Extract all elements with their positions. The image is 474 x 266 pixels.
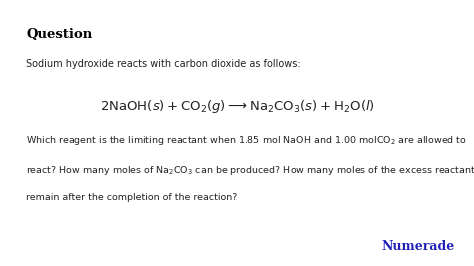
Text: remain after the completion of the reaction?: remain after the completion of the react… (26, 193, 237, 202)
Text: Which reagent is the limiting reactant when 1.85 mol $\mathrm{NaOH}$ and 1.00 mo: Which reagent is the limiting reactant w… (26, 134, 467, 147)
Text: Numerade: Numerade (382, 240, 455, 253)
Text: Question: Question (26, 28, 92, 41)
Text: Sodium hydroxide reacts with carbon dioxide as follows:: Sodium hydroxide reacts with carbon diox… (26, 59, 301, 69)
Text: react? How many moles of $\mathrm{Na_2CO_3}$ can be produced? How many moles of : react? How many moles of $\mathrm{Na_2CO… (26, 164, 474, 177)
Text: $2\mathrm{NaOH}(s) + \mathrm{CO_2}(g) \longrightarrow \mathrm{Na_2CO_3}(s) + \ma: $2\mathrm{NaOH}(s) + \mathrm{CO_2}(g) \l… (100, 98, 374, 115)
